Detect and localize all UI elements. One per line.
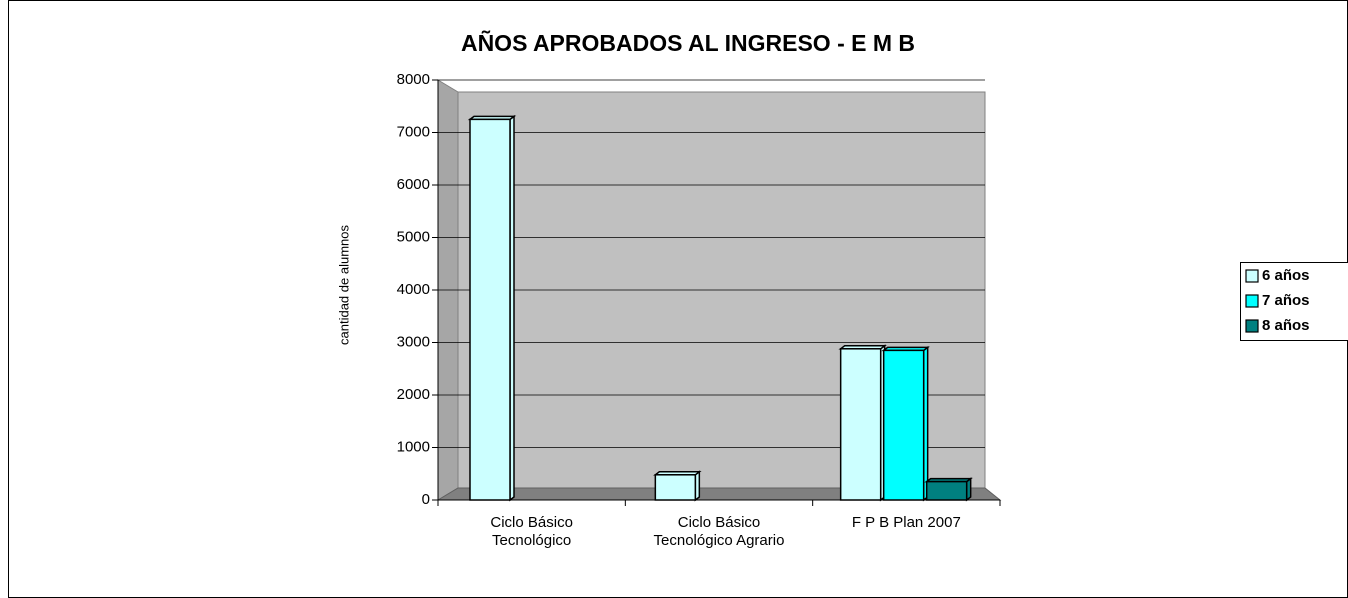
bar: [839, 348, 882, 501]
x-tick-label: Ciclo Básico Tecnológico: [490, 514, 573, 549]
y-tick-label: 5000: [397, 228, 430, 245]
bar: [469, 118, 511, 501]
legend-swatch: [1245, 269, 1259, 283]
x-tick-label: Ciclo Básico Tecnológico Agrario: [653, 514, 785, 549]
y-tick-label: 1000: [397, 438, 430, 455]
bar: [882, 349, 925, 501]
y-tick-label: 3000: [397, 333, 430, 350]
y-axis-label: cantidad de alumnos: [336, 225, 351, 345]
legend-swatch: [1245, 294, 1259, 308]
legend-label: 6 años: [1262, 267, 1310, 284]
y-tick-label: 7000: [397, 123, 430, 140]
bar: [925, 480, 968, 501]
bar: [654, 474, 697, 501]
legend-label: 8 años: [1262, 317, 1310, 334]
legend-swatch: [1245, 319, 1259, 333]
y-tick-label: 6000: [397, 176, 430, 193]
y-tick-label: 2000: [397, 386, 430, 403]
y-tick-label: 4000: [397, 281, 430, 298]
x-tick-label: F P B Plan 2007: [851, 514, 961, 531]
chart-title: AÑOS APROBADOS AL INGRESO - E M B: [461, 29, 915, 56]
legend-label: 7 años: [1262, 292, 1310, 309]
y-tick-label: 0: [422, 491, 430, 508]
y-tick-label: 8000: [397, 71, 430, 88]
